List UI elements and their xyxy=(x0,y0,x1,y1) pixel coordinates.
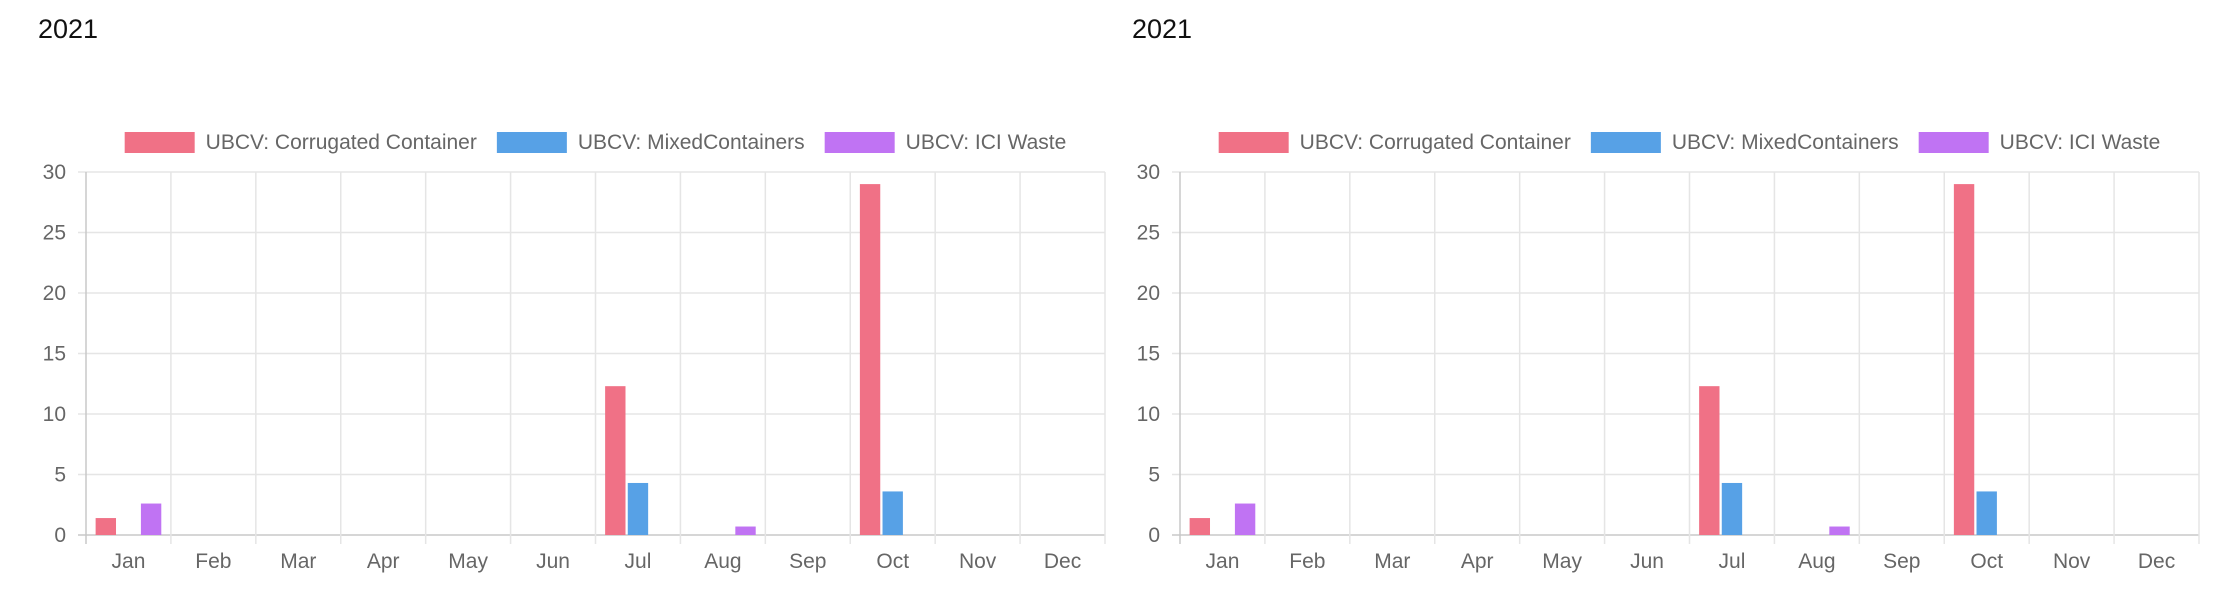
y-tick-label: 5 xyxy=(1148,464,1160,487)
legend-swatch xyxy=(1590,132,1661,153)
x-tick-label: Apr xyxy=(367,550,400,573)
x-tick-label: Jul xyxy=(625,550,652,573)
bar xyxy=(605,386,626,535)
legend-item[interactable]: UBCV: Corrugated Container xyxy=(124,131,477,154)
legend-swatch xyxy=(1218,132,1289,153)
y-tick-label: 0 xyxy=(1148,524,1160,547)
bar xyxy=(140,503,162,535)
gridlines xyxy=(78,171,1106,544)
legend-item[interactable]: UBCV: Corrugated Container xyxy=(1218,131,1571,154)
legend-label: UBCV: ICI Waste xyxy=(906,131,1067,154)
legend-swatch xyxy=(496,132,567,153)
y-tick-label: 30 xyxy=(1137,161,1160,184)
legend-swatch xyxy=(124,132,195,153)
x-tick-label: Feb xyxy=(1289,550,1325,573)
chart-title: 2021 xyxy=(38,14,99,44)
x-tick-label: Jul xyxy=(1719,550,1746,573)
legend: UBCV: Corrugated Container UBCV: MixedCon… xyxy=(1218,131,2161,154)
x-tick-label: Jun xyxy=(536,550,570,573)
x-tick-label: Jan xyxy=(112,550,146,573)
y-tick-label: 30 xyxy=(43,161,66,184)
y-axis: 0 5 10 15 20 25 30 xyxy=(1137,161,1160,547)
bar xyxy=(1234,503,1256,535)
chart-panel-left: 2021 0 5 10 15 20 25 30 Jan Feb Mar Apr May Jun Jul Au… xyxy=(38,0,1133,608)
legend-swatch xyxy=(824,132,895,153)
legend: UBCV: Corrugated Container UBCV: MixedCon… xyxy=(124,131,1067,154)
chart-panel-right: 2021 0 5 10 15 20 25 30 Jan Feb Mar Apr May Jun Jul Au… xyxy=(1132,0,2227,608)
x-tick-label: Sep xyxy=(1883,550,1920,573)
y-tick-label: 10 xyxy=(1137,403,1160,426)
legend-item[interactable]: UBCV: ICI Waste xyxy=(824,131,1067,154)
legend-swatch xyxy=(1918,132,1989,153)
bar xyxy=(1189,518,1211,535)
x-tick-label: Nov xyxy=(2053,550,2091,573)
x-tick-label: Dec xyxy=(2138,550,2175,573)
bar xyxy=(859,184,881,535)
y-tick-label: 25 xyxy=(1137,222,1160,245)
y-tick-label: 15 xyxy=(1137,343,1160,366)
y-tick-label: 5 xyxy=(54,464,66,487)
y-tick-label: 25 xyxy=(43,222,66,245)
x-tick-label: Aug xyxy=(704,550,741,573)
x-tick-label: May xyxy=(448,550,488,573)
legend-label: UBCV: MixedContainers xyxy=(1672,131,1899,154)
x-tick-label: Oct xyxy=(876,550,909,573)
bar-chart: 0 5 10 15 20 25 30 Jan Feb Mar Apr May Jun Jul Aug Sep O… xyxy=(43,131,1106,573)
bar xyxy=(1829,526,1850,535)
x-tick-label: Aug xyxy=(1798,550,1835,573)
bar xyxy=(735,526,756,535)
y-tick-label: 15 xyxy=(43,343,66,366)
legend-item[interactable]: UBCV: MixedContainers xyxy=(496,131,805,154)
x-tick-label: Nov xyxy=(959,550,997,573)
legend-label: UBCV: Corrugated Container xyxy=(1300,131,1571,154)
x-axis: Jan Feb Mar Apr May Jun Jul Aug Sep Oct Nov Dec xyxy=(112,550,1082,573)
x-tick-label: Jan xyxy=(1206,550,1240,573)
bar xyxy=(627,482,649,535)
x-tick-label: Apr xyxy=(1461,550,1494,573)
y-tick-label: 10 xyxy=(43,403,66,426)
y-axis: 0 5 10 15 20 25 30 xyxy=(43,161,66,547)
bar xyxy=(1699,386,1720,535)
legend-label: UBCV: ICI Waste xyxy=(2000,131,2161,154)
bar xyxy=(1721,482,1743,535)
bar xyxy=(882,491,903,535)
x-axis: Jan Feb Mar Apr May Jun Jul Aug Sep Oct Nov Dec xyxy=(1206,550,2176,573)
bar-chart: 0 5 10 15 20 25 30 Jan Feb Mar Apr May Jun Jul Aug Sep O… xyxy=(1137,131,2200,573)
x-tick-label: May xyxy=(1542,550,1582,573)
legend-item[interactable]: UBCV: MixedContainers xyxy=(1590,131,1899,154)
x-tick-label: Oct xyxy=(1970,550,2003,573)
gridlines xyxy=(1172,171,2200,544)
bars xyxy=(1189,184,1997,535)
legend-label: UBCV: Corrugated Container xyxy=(206,131,477,154)
legend-item[interactable]: UBCV: ICI Waste xyxy=(1918,131,2161,154)
y-tick-label: 20 xyxy=(43,282,66,305)
x-tick-label: Mar xyxy=(280,550,316,573)
bar xyxy=(1953,184,1975,535)
bar xyxy=(95,518,117,535)
y-tick-label: 0 xyxy=(54,524,66,547)
y-tick-label: 20 xyxy=(1137,282,1160,305)
x-tick-label: Jun xyxy=(1630,550,1664,573)
x-tick-label: Dec xyxy=(1044,550,1081,573)
x-tick-label: Feb xyxy=(195,550,231,573)
chart-title: 2021 xyxy=(1132,14,1193,44)
bar xyxy=(1976,491,1997,535)
x-tick-label: Sep xyxy=(789,550,826,573)
x-tick-label: Mar xyxy=(1374,550,1410,573)
legend-label: UBCV: MixedContainers xyxy=(578,131,805,154)
bars xyxy=(95,184,903,535)
